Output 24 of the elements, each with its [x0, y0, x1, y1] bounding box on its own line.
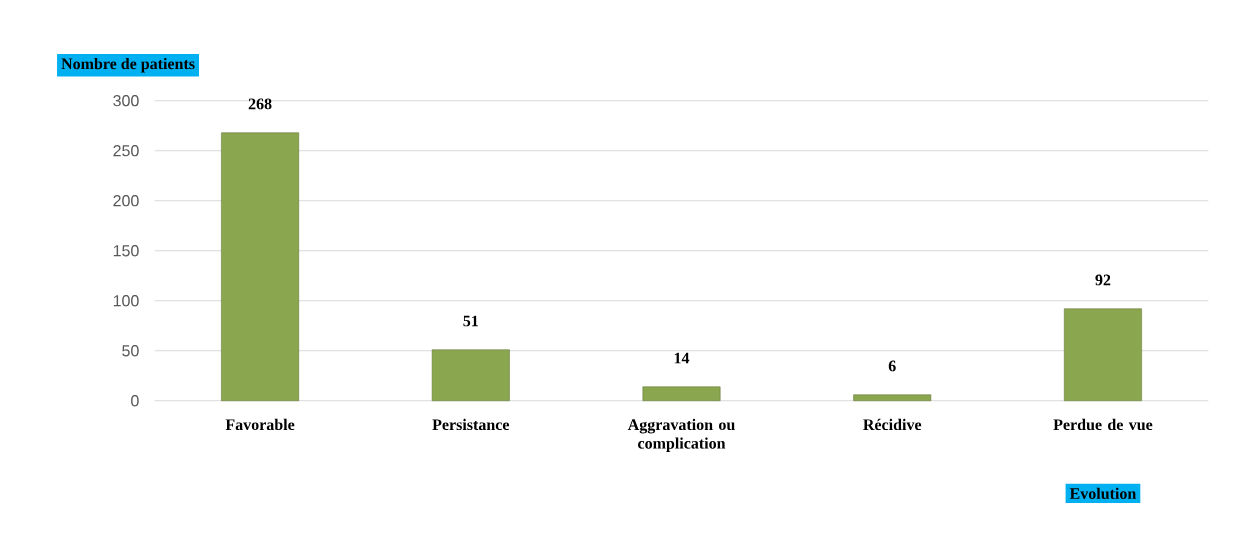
x-axis-title: Evolution — [1069, 487, 1137, 499]
y-tick-label: 250 — [113, 144, 139, 157]
y-tick-label: 150 — [113, 245, 139, 257]
x-tick-label: Persistance — [432, 418, 510, 430]
x-tick-label: Aggravation ou complication — [627, 418, 735, 452]
y-tick-label: 300 — [113, 94, 139, 107]
y-tick-label: 0 — [131, 395, 139, 407]
bar — [853, 394, 932, 401]
x-tick-label: Récidive — [863, 418, 922, 431]
y-tick-label: 100 — [113, 295, 139, 307]
x-tick-label: Perdue de vue — [1053, 418, 1153, 431]
bar — [431, 349, 510, 401]
bar — [642, 386, 721, 401]
bar — [221, 132, 300, 401]
bar — [1064, 308, 1142, 401]
data-label: 14 — [674, 352, 690, 364]
data-label: 92 — [1095, 274, 1111, 286]
data-label: 268 — [248, 98, 272, 110]
x-tick-label: Favorable — [225, 418, 295, 430]
y-axis-title: Nombre de patients — [61, 57, 195, 73]
data-label: 51 — [463, 315, 478, 327]
data-label: 6 — [888, 360, 896, 372]
y-tick-label: 50 — [122, 345, 139, 357]
y-tick-label: 200 — [113, 194, 139, 207]
